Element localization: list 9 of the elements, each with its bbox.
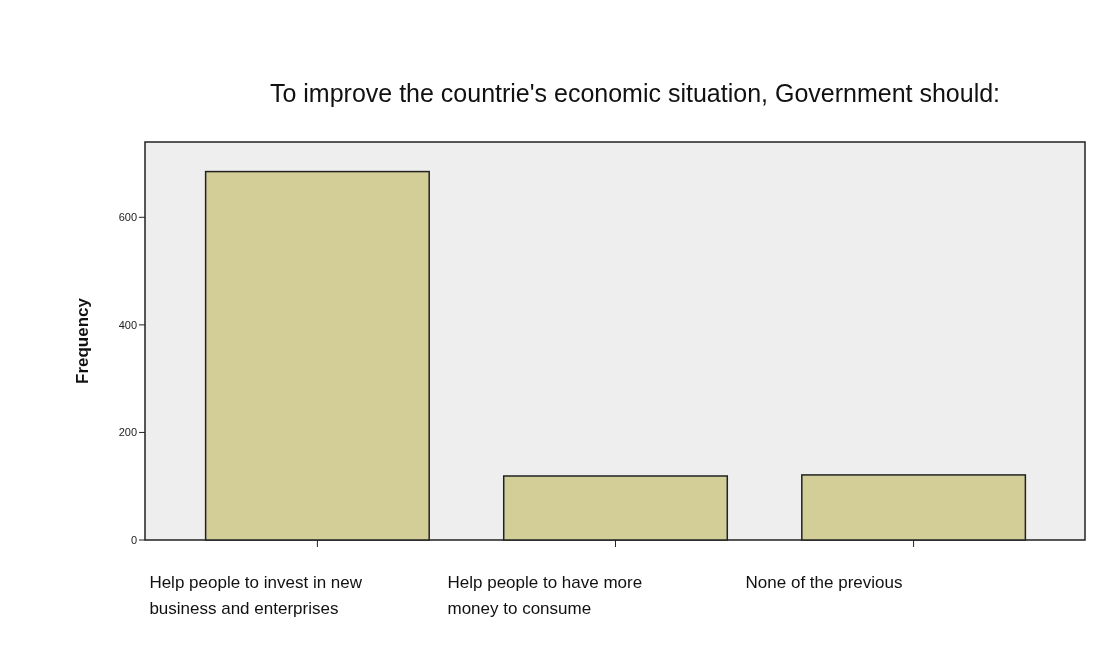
- y-tick-label: 200: [118, 426, 137, 439]
- chart-title: To improve the countrie's economic situation, Government should:: [269, 79, 1001, 107]
- x-tick-label: None of the previous: [745, 573, 903, 592]
- x-tick-label: Help people to invest in new business and enterprises: [149, 573, 363, 618]
- y-axis-title: Frequency: [73, 297, 92, 384]
- y-tick-label: 600: [118, 211, 137, 224]
- x-tick-label: Help people to have more money to consume: [447, 573, 643, 618]
- y-tick-label: 0: [130, 533, 137, 546]
- y-tick-label: 400: [118, 318, 137, 331]
